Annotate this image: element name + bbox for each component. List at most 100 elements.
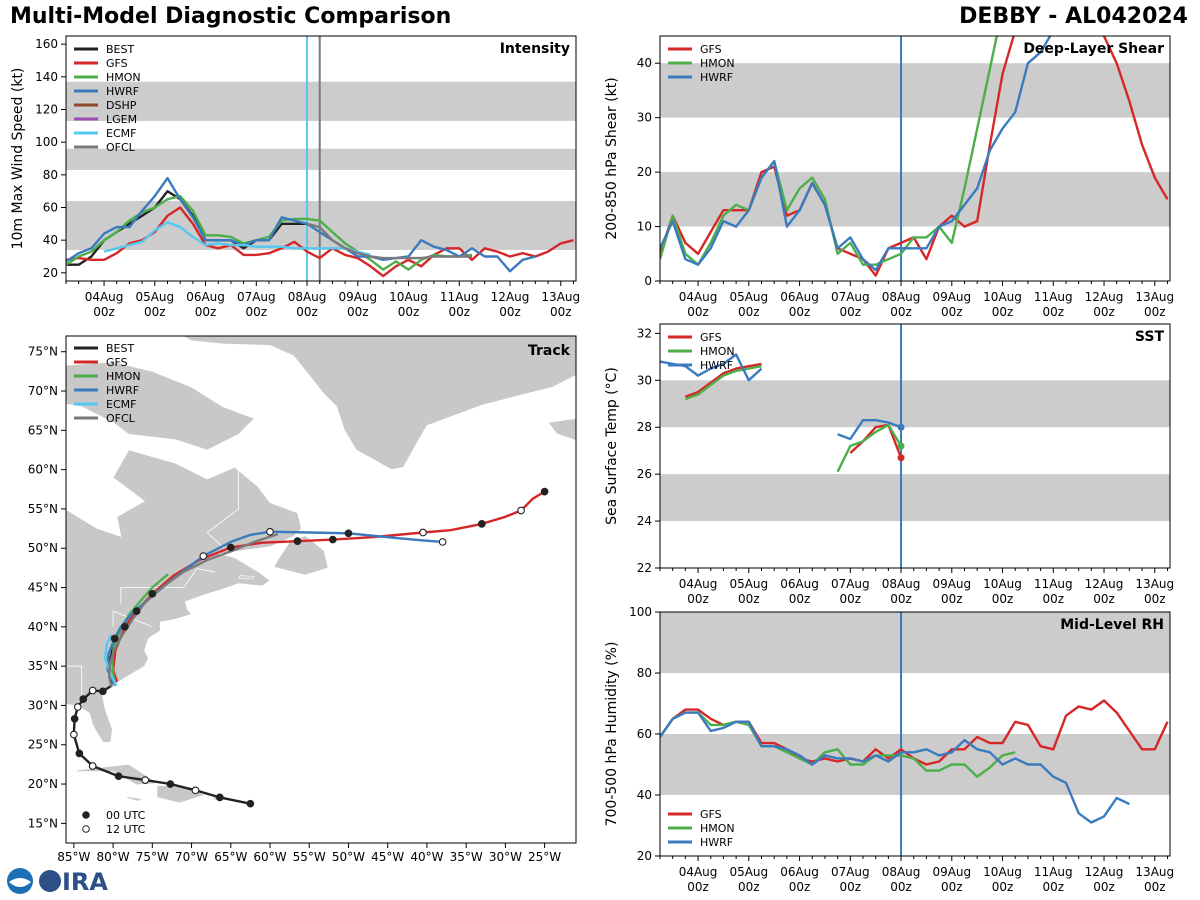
- panel-intensity: 2040608010012014016004Aug00z05Aug00z06Au…: [10, 35, 580, 319]
- x-tick-label: 00z: [789, 880, 811, 894]
- y-tick-label: 60: [637, 727, 652, 741]
- y-axis-label: Sea Surface Temp (°C): [604, 367, 620, 525]
- track-marker: [199, 552, 208, 560]
- x-tick-label: 08Aug: [882, 865, 921, 879]
- legend-label: HMON: [106, 71, 141, 84]
- land-jamaica: [125, 796, 143, 802]
- series-end-dot: [897, 423, 905, 431]
- x-tick-label: 00z: [1093, 592, 1115, 606]
- x-tick-label: 00z: [296, 305, 318, 319]
- track-marker: [70, 714, 79, 723]
- shaded-band: [66, 148, 576, 170]
- x-tick-label: 00z: [499, 305, 521, 319]
- x-tick-label: 04Aug: [679, 577, 718, 591]
- series-end-dot: [897, 442, 905, 450]
- x-tick-label: 00z: [890, 305, 912, 319]
- x-tick-label: 45°W: [371, 850, 404, 864]
- legend-label: ECMF: [106, 127, 136, 140]
- y-tick-label: 25°N: [28, 738, 58, 752]
- x-tick-label: 00z: [840, 592, 862, 606]
- track-marker: [226, 543, 235, 552]
- y-tick-label: 35°N: [28, 659, 58, 673]
- x-tick-label: 25°W: [528, 850, 561, 864]
- track-marker: [114, 772, 123, 781]
- x-tick-label: 11Aug: [440, 290, 479, 304]
- legend-label: OFCL: [106, 141, 136, 154]
- map-group: [66, 336, 576, 843]
- storm-title: DEBBY - AL042024: [959, 4, 1188, 29]
- track-marker: [79, 695, 88, 704]
- x-tick-label: 00z: [840, 880, 862, 894]
- panel-title: Deep-Layer Shear: [1023, 41, 1164, 57]
- x-tick-label: 00z: [347, 305, 369, 319]
- legend-label: LGEM: [106, 113, 137, 126]
- marker-legend-label: 00 UTC: [106, 809, 146, 822]
- legend-label: HWRF: [106, 384, 139, 397]
- x-tick-label: 00z: [1144, 592, 1166, 606]
- legend-label: ECMF: [106, 398, 136, 411]
- x-tick-label: 70°W: [175, 850, 208, 864]
- x-tick-label: 40°W: [410, 850, 443, 864]
- track-marker: [141, 776, 150, 784]
- x-tick-label: 00z: [941, 592, 963, 606]
- land-pei: [238, 575, 255, 580]
- x-tick-label: 00z: [195, 305, 217, 319]
- x-tick-label: 00z: [992, 592, 1014, 606]
- track-marker: [215, 793, 224, 802]
- x-tick-label: 00z: [1042, 592, 1064, 606]
- plot-frame: [65, 335, 577, 844]
- track-marker: [246, 799, 255, 808]
- x-tick-label: 00z: [890, 592, 912, 606]
- plot-frame: [659, 35, 1171, 282]
- legend-label: BEST: [106, 43, 134, 56]
- legend-label: OFCL: [106, 412, 136, 425]
- y-tick-label: 15°N: [28, 816, 58, 830]
- y-tick-label: 75°N: [28, 345, 58, 359]
- y-tick-label: 20: [43, 266, 58, 280]
- x-tick-label: 00z: [246, 305, 268, 319]
- track-marker: [166, 780, 175, 788]
- track-marker: [148, 589, 157, 598]
- x-tick-label: 00z: [1093, 305, 1115, 319]
- legend-label: GFS: [700, 808, 722, 821]
- legend-label: GFS: [700, 331, 722, 344]
- x-tick-label: 10Aug: [389, 290, 428, 304]
- legend-label: HMON: [700, 345, 735, 358]
- plot-frame: [65, 35, 577, 282]
- x-tick-label: 09Aug: [932, 865, 971, 879]
- y-tick-label: 50°N: [28, 541, 58, 555]
- legend-label: HMON: [106, 370, 141, 383]
- y-tick-label: 80: [637, 666, 652, 680]
- y-tick-label: 20: [637, 165, 652, 179]
- track-marker: [132, 607, 141, 615]
- x-tick-label: 00z: [687, 592, 709, 606]
- y-tick-label: 40: [637, 56, 652, 70]
- legend-label: GFS: [106, 57, 128, 70]
- x-tick-label: 10Aug: [983, 290, 1022, 304]
- panel-title: SST: [1135, 329, 1165, 345]
- y-tick-label: 100: [35, 135, 58, 149]
- panel-track: 85°W 80°W 75°W 70°W 65°W 60°W 55°W 50°W 45°W 40°W…: [28, 335, 577, 864]
- y-tick-label: 70°N: [28, 384, 58, 398]
- legend-label: HMON: [700, 57, 735, 70]
- x-tick-label: 00z: [738, 305, 760, 319]
- series-line-gfs: [684, 362, 762, 398]
- track-marker: [328, 535, 337, 544]
- marker-legend-label: 12 UTC: [106, 823, 146, 836]
- x-tick-label: 00z: [1093, 880, 1115, 894]
- shaded-band: [660, 474, 1170, 522]
- y-tick-label: 80: [43, 168, 58, 182]
- x-tick-label: 00z: [687, 305, 709, 319]
- x-tick-label: 10Aug: [983, 865, 1022, 879]
- svg-text:IRA: IRA: [62, 868, 108, 896]
- track-marker: [75, 749, 84, 758]
- x-tick-label: 05Aug: [729, 577, 768, 591]
- y-tick-label: 55°N: [28, 502, 58, 516]
- x-tick-label: 13Aug: [1135, 865, 1174, 879]
- x-tick-label: 11Aug: [1034, 577, 1073, 591]
- x-tick-label: 07Aug: [831, 577, 870, 591]
- x-tick-label: 85°W: [57, 850, 90, 864]
- x-tick-label: 04Aug: [85, 290, 124, 304]
- series-line-gfs: [849, 423, 903, 459]
